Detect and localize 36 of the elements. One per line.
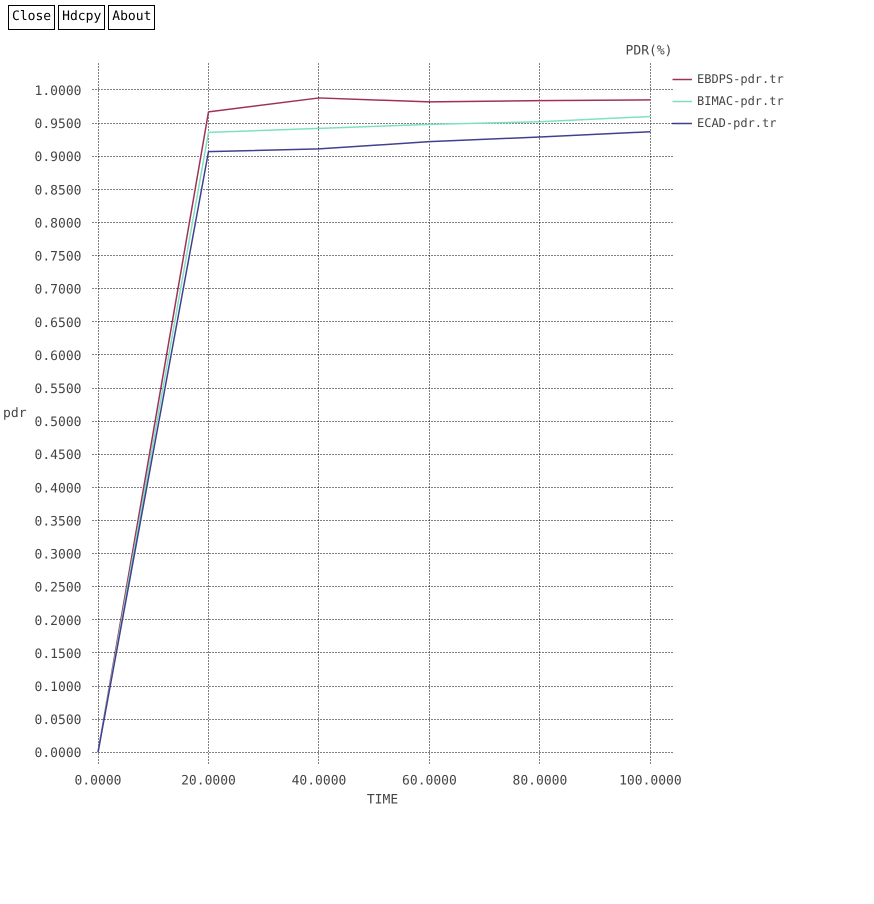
x-tick-label: 0.0000 — [74, 774, 122, 788]
y-tick-label: 0.2000 — [34, 614, 82, 629]
x-axis-title: TIME — [366, 792, 398, 808]
y-tick-label: 0.0500 — [34, 713, 82, 728]
legend-label: EBDPS-pdr.tr — [697, 72, 784, 86]
text: Close — [8, 5, 56, 30]
text: Hdcpy — [58, 5, 106, 30]
y-tick-label: 0.9500 — [34, 117, 82, 132]
y-axis-title: pdr — [3, 406, 27, 421]
y-tick-label: 0.8000 — [34, 216, 82, 232]
x-tick-label: 60.0000 — [402, 774, 457, 788]
x-tick-label: 20.0000 — [181, 774, 236, 788]
legend-label: BIMAC-pdr.tr — [697, 94, 784, 108]
x-tick-label: 80.0000 — [512, 774, 568, 788]
y-tick-label: 0.6000 — [34, 348, 82, 364]
y-tick-label: 0.7000 — [34, 282, 82, 298]
y-tick-label: 0.8500 — [34, 183, 82, 198]
y-tick-label: 0.9000 — [34, 150, 82, 166]
y-tick-label: 0.0000 — [34, 746, 82, 762]
y-tick-label: 1.0000 — [34, 84, 82, 99]
y-tick-label: 0.5000 — [34, 415, 82, 430]
chart-title: PDR(%) — [626, 44, 673, 58]
y-tick-label: 0.2500 — [34, 580, 82, 596]
x-tick-label: 40.0000 — [292, 774, 346, 788]
y-tick-label: 0.1500 — [34, 646, 82, 662]
text: About — [108, 5, 156, 30]
y-tick-label: 0.1000 — [34, 680, 82, 696]
y-tick-label: 0.7500 — [34, 250, 82, 265]
legend-label: ECAD-pdr.tr — [697, 116, 776, 130]
y-tick-label: 0.6500 — [34, 316, 82, 331]
y-tick-label: 0.3000 — [34, 548, 82, 563]
y-tick-label: 0.5500 — [34, 382, 82, 398]
y-tick-label: 0.3500 — [34, 514, 82, 530]
x-tick-label: 100.0000 — [619, 774, 682, 788]
y-tick-label: 0.4000 — [34, 481, 82, 496]
y-tick-label: 0.4500 — [34, 448, 82, 464]
